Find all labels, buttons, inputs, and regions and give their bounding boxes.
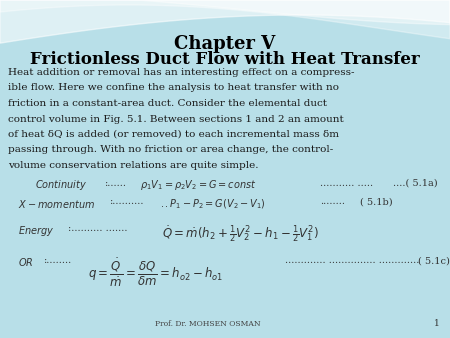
Text: $\dot{Q} = \dot{m}(h_2 + \frac{1}{2}V_2^2 - h_1 - \frac{1}{2}V_1^2)$: $\dot{Q} = \dot{m}(h_2 + \frac{1}{2}V_2^… — [162, 224, 319, 245]
Text: ........: ........ — [320, 197, 345, 207]
Text: passing through. With no friction or area change, the control-: passing through. With no friction or are… — [8, 145, 333, 154]
Text: $\mathit{OR}$: $\mathit{OR}$ — [18, 257, 34, 268]
Text: ........... .....: ........... ..... — [320, 178, 373, 188]
Text: $\rho_1 V_1 = \rho_2 V_2 = G = const$: $\rho_1 V_1 = \rho_2 V_2 = G = const$ — [140, 178, 256, 193]
Text: Heat addition or removal has an interesting effect on a compress-: Heat addition or removal has an interest… — [8, 68, 355, 77]
Text: $\mathit{Continuity}$: $\mathit{Continuity}$ — [35, 178, 87, 193]
Text: :.......... .......: :.......... ....... — [68, 224, 127, 233]
Text: volume conservation relations are quite simple.: volume conservation relations are quite … — [8, 161, 258, 170]
Text: of heat δQ is added (or removed) to each incremental mass δm: of heat δQ is added (or removed) to each… — [8, 130, 339, 139]
Text: ( 5.1c): ( 5.1c) — [418, 257, 450, 265]
Text: ible flow. Here we confine the analysis to heat transfer with no: ible flow. Here we confine the analysis … — [8, 83, 339, 93]
Text: $q = \dfrac{\dot{Q}}{\dot{m}} = \dfrac{\delta Q}{\delta m} = h_{o2} - h_{o1}$: $q = \dfrac{\dot{Q}}{\dot{m}} = \dfrac{\… — [88, 257, 223, 289]
Text: :........: :........ — [44, 257, 72, 265]
Text: ( 5.1b): ( 5.1b) — [360, 197, 392, 207]
Text: $\mathit{X-momentum}$: $\mathit{X-momentum}$ — [18, 197, 95, 210]
Text: $..P_1 - P_2 = G(V_2 - V_1)$: $..P_1 - P_2 = G(V_2 - V_1)$ — [160, 197, 266, 211]
Text: friction in a constant-area duct. Consider the elemental duct: friction in a constant-area duct. Consid… — [8, 99, 327, 108]
Text: Frictionless Duct Flow with Heat Transfer: Frictionless Duct Flow with Heat Transfe… — [30, 51, 420, 68]
Text: ............. ............... .............: ............. ............... ..........… — [285, 257, 419, 265]
Text: control volume in Fig. 5.1. Between sections 1 and 2 an amount: control volume in Fig. 5.1. Between sect… — [8, 115, 344, 123]
Text: Chapter V: Chapter V — [175, 35, 275, 53]
Text: ....( 5.1a): ....( 5.1a) — [393, 178, 437, 188]
Text: Prof. Dr. MOHSEN OSMAN: Prof. Dr. MOHSEN OSMAN — [155, 320, 261, 328]
Text: :..........: :.......... — [110, 197, 144, 207]
Text: :......: :...... — [105, 178, 127, 188]
Text: $\mathit{Energy}$: $\mathit{Energy}$ — [18, 224, 54, 238]
Text: 1: 1 — [434, 319, 440, 328]
